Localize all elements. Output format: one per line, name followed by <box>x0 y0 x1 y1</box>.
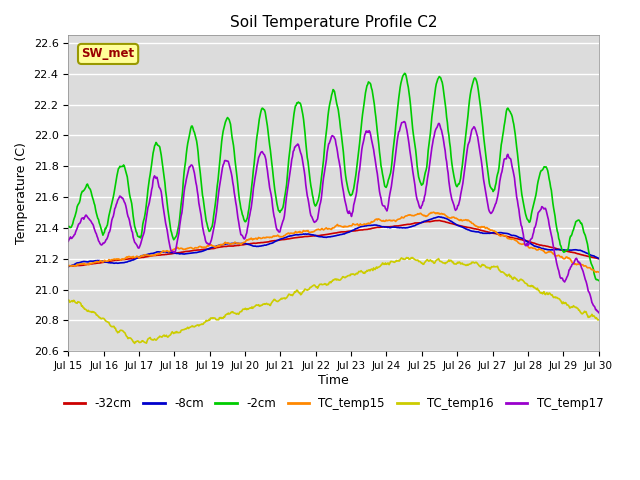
Text: SW_met: SW_met <box>81 48 134 60</box>
Legend: -32cm, -8cm, -2cm, TC_temp15, TC_temp16, TC_temp17: -32cm, -8cm, -2cm, TC_temp15, TC_temp16,… <box>59 392 608 415</box>
Title: Soil Temperature Profile C2: Soil Temperature Profile C2 <box>230 15 437 30</box>
Y-axis label: Temperature (C): Temperature (C) <box>15 143 28 244</box>
X-axis label: Time: Time <box>318 374 349 387</box>
